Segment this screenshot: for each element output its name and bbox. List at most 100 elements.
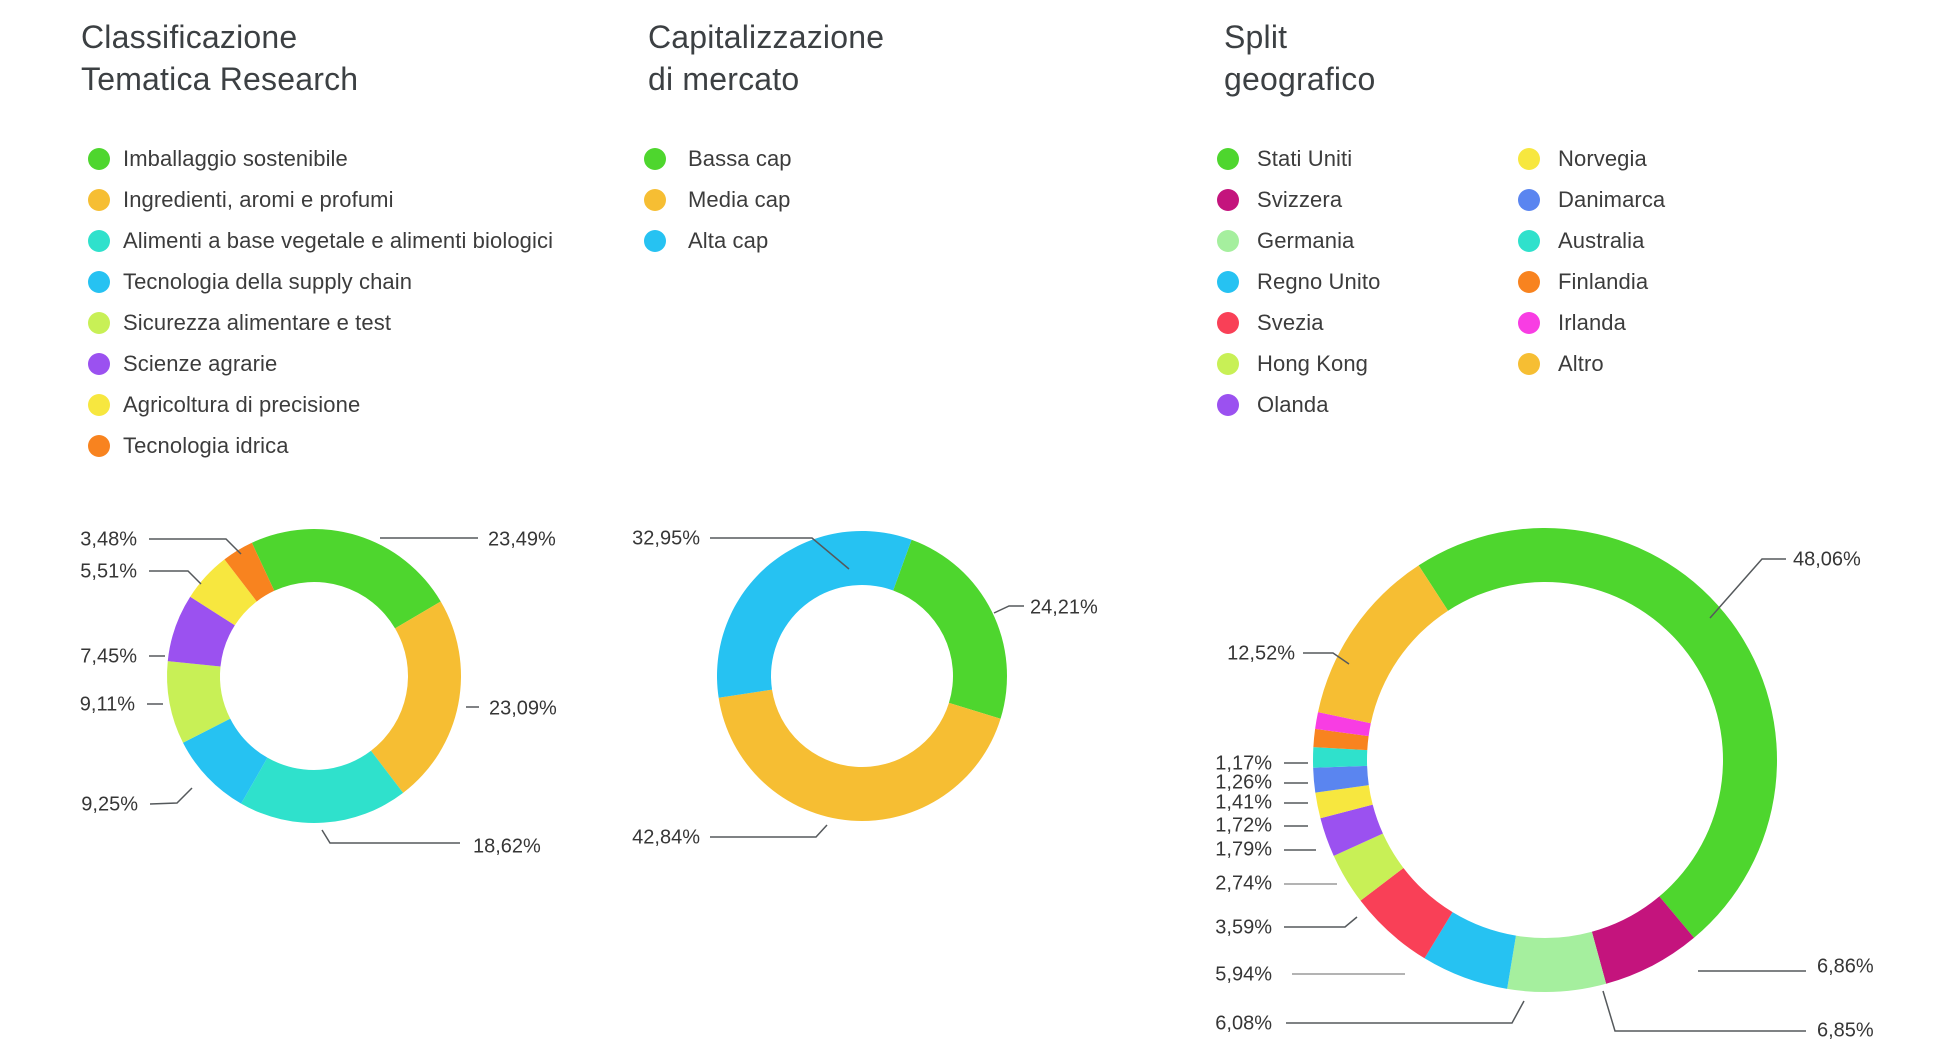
- legend-item-sicurezza-alimentare-e-test[interactable]: Sicurezza alimentare e test: [88, 310, 391, 336]
- donut-slice-danimarca[interactable]: [1313, 765, 1369, 793]
- legend-label: Svizzera: [1257, 187, 1343, 212]
- percent-label-finlandia: 1,26%: [1215, 771, 1272, 794]
- percent-label-svizzera: 6,86%: [1817, 955, 1874, 978]
- donut-slice-australia[interactable]: [1312, 747, 1368, 768]
- legend-item-finlandia[interactable]: Finlandia: [1518, 269, 1648, 295]
- legend-item-agricoltura-di-precisione[interactable]: Agricoltura di precisione: [88, 392, 360, 418]
- donut-slice-finlandia[interactable]: [1313, 728, 1369, 751]
- donut-slice-media-cap[interactable]: [718, 689, 1001, 822]
- legend-label: Imballaggio sostenibile: [123, 146, 348, 171]
- donut-slice-alta-cap[interactable]: [717, 530, 912, 698]
- legend-label: Norvegia: [1558, 146, 1647, 171]
- legend-item-hong-kong[interactable]: Hong Kong: [1217, 351, 1368, 377]
- legend-item-irlanda[interactable]: Irlanda: [1518, 310, 1626, 336]
- legend-dot-bassa-cap: [644, 148, 666, 170]
- percent-label-tecnologia-della-supply-chain: 9,25%: [81, 793, 138, 816]
- label-leader-line: [1286, 1000, 1525, 1024]
- legend-item-olanda[interactable]: Olanda: [1217, 392, 1329, 418]
- legend-item-stati-uniti[interactable]: Stati Uniti: [1217, 146, 1352, 172]
- percent-label-imballaggio-sostenibile: 23,49%: [488, 528, 556, 551]
- legend-dot-ingredienti-aromi-e-profumi: [88, 189, 110, 211]
- legend-item-bassa-cap[interactable]: Bassa cap: [644, 146, 792, 172]
- legend-dot-imballaggio-sostenibile: [88, 148, 110, 170]
- donut-slice-sicurezza-alimentare-e-test[interactable]: [166, 661, 231, 743]
- donut-slice-tecnologia-della-supply-chain[interactable]: [182, 718, 268, 804]
- legend-dot-altro: [1518, 353, 1540, 375]
- legend-label: Regno Unito: [1257, 269, 1381, 294]
- legend-dot-svizzera: [1217, 189, 1239, 211]
- label-leader-line: [1284, 916, 1358, 928]
- donut-slice-irlanda[interactable]: [1315, 712, 1371, 737]
- legend-item-norvegia[interactable]: Norvegia: [1518, 146, 1647, 172]
- legend-item-media-cap[interactable]: Media cap: [644, 187, 790, 213]
- percent-label-norvegia: 1,79%: [1215, 838, 1272, 861]
- percent-label-australia: 1,41%: [1215, 791, 1272, 814]
- legend-label: Sicurezza alimentare e test: [123, 310, 392, 335]
- legend-item-altro[interactable]: Altro: [1518, 351, 1604, 377]
- legend-dot-olanda: [1217, 394, 1239, 416]
- legend-label: Bassa cap: [688, 146, 792, 171]
- legend-dot-irlanda: [1518, 312, 1540, 334]
- chart-title-line: geografico: [1224, 61, 1376, 97]
- legend-label: Olanda: [1257, 392, 1329, 417]
- legend-label: Tecnologia della supply chain: [123, 269, 413, 294]
- donut-slice-norvegia[interactable]: [1315, 785, 1373, 819]
- legend-label: Altro: [1558, 351, 1604, 376]
- label-leader-line: [321, 829, 460, 844]
- legend-dot-sicurezza-alimentare-e-test: [88, 312, 110, 334]
- donut-slice-svizzera[interactable]: [1591, 896, 1695, 984]
- donut-slice-svezia[interactable]: [1360, 867, 1453, 959]
- donut-slice-regno-unito[interactable]: [1424, 912, 1516, 989]
- legend-item-imballaggio-sostenibile[interactable]: Imballaggio sostenibile: [88, 146, 348, 172]
- legend-dot-scienze-agrarie: [88, 353, 110, 375]
- donut-slice-ingredienti-aromi-e-profumi[interactable]: [370, 601, 461, 793]
- legend-label: Irlanda: [1558, 310, 1626, 335]
- legend-dot-media-cap: [644, 189, 666, 211]
- donut-slice-tecnologia-idrica[interactable]: [224, 542, 275, 602]
- legend-item-tecnologia-idrica[interactable]: Tecnologia idrica: [88, 433, 289, 459]
- donut-slice-germania[interactable]: [1507, 931, 1607, 993]
- percent-label-bassa-cap: 24,21%: [1030, 596, 1098, 619]
- legend-dot-agricoltura-di-precisione: [88, 394, 110, 416]
- legend-item-germania[interactable]: Germania: [1217, 228, 1354, 254]
- percent-label-tecnologia-idrica: 3,48%: [80, 528, 137, 551]
- chart-title-classificazione-tematica-research: Classificazione Tematica Research: [81, 16, 358, 100]
- donut-slice-bassa-cap[interactable]: [893, 539, 1008, 719]
- legend-item-danimarca[interactable]: Danimarca: [1518, 187, 1665, 213]
- donut-slice-alimenti-a-base-vegetale-e-alimenti-biologici[interactable]: [241, 750, 404, 823]
- legend-item-scienze-agrarie[interactable]: Scienze agrarie: [88, 351, 277, 377]
- legend-label: Svezia: [1257, 310, 1324, 335]
- percent-label-stati-uniti: 48,06%: [1793, 548, 1861, 571]
- legend-dot-alta-cap: [644, 230, 666, 252]
- donut-slice-hong-kong[interactable]: [1333, 833, 1404, 901]
- legend-item-australia[interactable]: Australia: [1518, 228, 1645, 254]
- percent-label-agricoltura-di-precisione: 5,51%: [80, 560, 137, 583]
- legend-label: Agricoltura di precisione: [123, 392, 361, 417]
- donut-slice-imballaggio-sostenibile[interactable]: [251, 529, 441, 629]
- legend-dot-regno-unito: [1217, 271, 1239, 293]
- legend-dot-alimenti-a-base-vegetale-e-alimenti-biologici: [88, 230, 110, 252]
- legend-item-alta-cap[interactable]: Alta cap: [644, 228, 768, 254]
- donut-slice-scienze-agrarie[interactable]: [167, 596, 235, 667]
- legend-item-svezia[interactable]: Svezia: [1217, 310, 1324, 336]
- legend-item-tecnologia-della-supply-chain[interactable]: Tecnologia della supply chain: [88, 269, 412, 295]
- legend-label: Australia: [1558, 228, 1645, 253]
- donut-slice-agricoltura-di-precisione[interactable]: [190, 559, 257, 626]
- label-leader-line: [710, 537, 850, 570]
- legend-label: Scienze agrarie: [123, 351, 278, 376]
- label-leader-line: [710, 824, 828, 838]
- donut-slice-altro[interactable]: [1318, 565, 1449, 724]
- legend-item-regno-unito[interactable]: Regno Unito: [1217, 269, 1380, 295]
- donut-slice-olanda[interactable]: [1320, 804, 1383, 856]
- legend-dot-australia: [1518, 230, 1540, 252]
- legend-dot-svezia: [1217, 312, 1239, 334]
- legend-label: Finlandia: [1558, 269, 1649, 294]
- legend-item-ingredienti-aromi-e-profumi[interactable]: Ingredienti, aromi e profumi: [88, 187, 394, 213]
- percent-label-hong-kong: 3,59%: [1215, 916, 1272, 939]
- label-leader-line: [1303, 652, 1350, 665]
- donut-slice-stati-uniti[interactable]: [1418, 527, 1778, 938]
- legend-item-svizzera[interactable]: Svizzera: [1217, 187, 1342, 213]
- legend-dot-hong-kong: [1217, 353, 1239, 375]
- legend-item-alimenti-a-base-vegetale-e-alimenti-biologici[interactable]: Alimenti a base vegetale e alimenti biol…: [88, 228, 553, 254]
- legend-label: Danimarca: [1558, 187, 1666, 212]
